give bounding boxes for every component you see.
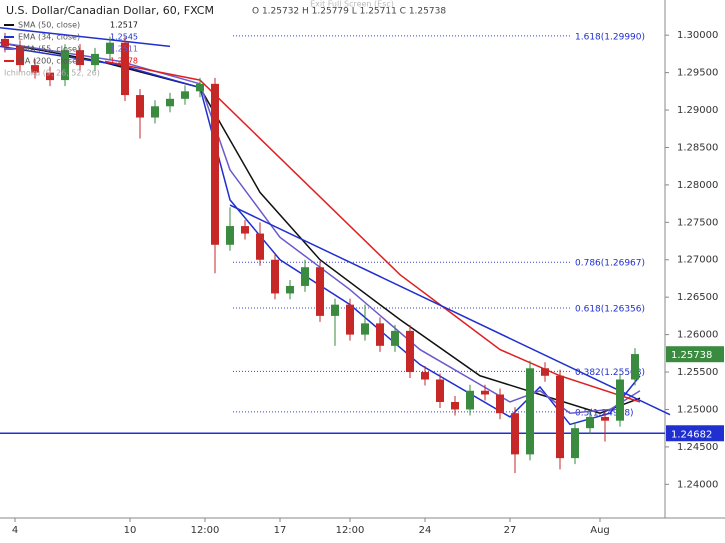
candle-body bbox=[436, 379, 444, 402]
candle-body bbox=[61, 50, 69, 81]
candle-body bbox=[331, 304, 339, 316]
x-tick-label: 17 bbox=[274, 525, 287, 536]
candle-body bbox=[361, 323, 369, 335]
candle-body bbox=[136, 95, 144, 118]
candle-body bbox=[616, 379, 624, 421]
x-tick-label: 4 bbox=[12, 525, 18, 536]
x-tick-label: Aug bbox=[590, 525, 610, 536]
candle-body bbox=[76, 50, 84, 66]
fib-label: 0.5(1.24968) bbox=[575, 408, 634, 418]
candle-body bbox=[496, 394, 504, 414]
chart-title: U.S. Dollar/Canadian Dollar, 60, FXCM bbox=[6, 4, 214, 17]
trendline bbox=[0, 26, 171, 48]
legend-value: 1.2511 bbox=[110, 45, 138, 54]
x-tick-label: 24 bbox=[419, 525, 432, 536]
candle-body bbox=[391, 330, 399, 346]
indicator-note: Ichimoku (9, 26, 52, 26) bbox=[4, 69, 100, 78]
y-tick-label: 1.25500 bbox=[677, 367, 718, 378]
y-tick-label: 1.27000 bbox=[677, 255, 718, 266]
candle-body bbox=[586, 416, 594, 429]
candle-body bbox=[601, 416, 609, 421]
candle-body bbox=[271, 259, 279, 294]
x-tick-label: 12:00 bbox=[336, 525, 365, 536]
candle-body bbox=[286, 285, 294, 294]
y-tick-label: 1.26500 bbox=[677, 292, 718, 303]
fib-label: 0.382(1.25508) bbox=[575, 368, 645, 378]
legend-value: 1.2545 bbox=[110, 33, 138, 42]
candle-body bbox=[241, 226, 249, 234]
candle-body bbox=[196, 83, 204, 92]
y-tick-label: 1.27500 bbox=[677, 217, 718, 228]
candle-body bbox=[421, 372, 429, 380]
legend-name: MA (200, close) bbox=[18, 57, 80, 66]
candle-body bbox=[481, 390, 489, 395]
candle-body bbox=[556, 375, 564, 459]
candle-body bbox=[376, 323, 384, 346]
y-tick-label: 1.24500 bbox=[677, 442, 718, 453]
candle-body bbox=[541, 368, 549, 376]
support-tag-bg bbox=[666, 425, 724, 442]
ma-line bbox=[0, 41, 641, 414]
candle-body bbox=[631, 354, 639, 380]
candle-body bbox=[226, 226, 234, 245]
y-tick-label: 1.29000 bbox=[677, 105, 718, 116]
y-tick-label: 1.30000 bbox=[677, 30, 718, 41]
candle-body bbox=[46, 72, 54, 81]
candle-body bbox=[511, 413, 519, 455]
candle-body bbox=[316, 267, 324, 316]
fib-label: 0.786(1.26967) bbox=[575, 259, 645, 269]
candle-body bbox=[166, 98, 174, 107]
candle-body bbox=[151, 106, 159, 118]
y-tick-label: 1.26000 bbox=[677, 330, 718, 341]
x-tick-label: 10 bbox=[124, 525, 137, 536]
hint: Exit Full Screen (Esc) bbox=[310, 0, 394, 9]
ma-line bbox=[0, 45, 641, 426]
ma-line bbox=[0, 41, 641, 414]
candle-body bbox=[466, 390, 474, 410]
y-tick-label: 1.24000 bbox=[677, 479, 718, 490]
candle-body bbox=[301, 267, 309, 286]
y-tick-label: 1.28000 bbox=[677, 180, 718, 191]
legend-value: 1.2517 bbox=[110, 21, 138, 30]
candle-body bbox=[211, 83, 219, 245]
candle-body bbox=[1, 38, 9, 47]
y-tick-label: 1.29500 bbox=[677, 68, 718, 79]
y-tick-label: 1.25000 bbox=[677, 404, 718, 415]
candle-body bbox=[106, 42, 114, 54]
candle-body bbox=[121, 42, 129, 96]
legend-name: EMA (55, close) bbox=[18, 45, 80, 54]
candle-body bbox=[526, 368, 534, 455]
candle-body bbox=[451, 401, 459, 410]
last-price-tag-bg bbox=[666, 346, 724, 363]
candle-body bbox=[256, 233, 264, 260]
candle-body bbox=[346, 304, 354, 335]
y-tick-label: 1.28500 bbox=[677, 142, 718, 153]
legend-name: SMA (50, close) bbox=[18, 21, 80, 30]
candle-body bbox=[406, 330, 414, 373]
support-tag: 1.24682 bbox=[671, 429, 712, 440]
candle-body bbox=[181, 91, 189, 99]
x-tick-label: 12:00 bbox=[191, 525, 220, 536]
fib-label: 0.618(1.26356) bbox=[575, 304, 645, 314]
trendline bbox=[229, 204, 671, 416]
ohlc-header: O 1.25732 H 1.25779 L 1.25711 C 1.25738 bbox=[252, 7, 446, 17]
candle-body bbox=[16, 46, 24, 66]
legend-name: EMA (34, close) bbox=[18, 33, 80, 42]
candle-body bbox=[571, 428, 579, 459]
legend-value: 1.2578 bbox=[110, 57, 138, 66]
last-price-tag: 1.25738 bbox=[671, 350, 712, 361]
fib-label: 1.618(1.29990) bbox=[575, 32, 645, 42]
x-tick-label: 27 bbox=[504, 525, 517, 536]
candle-body bbox=[31, 65, 39, 73]
candle-body bbox=[91, 53, 99, 66]
